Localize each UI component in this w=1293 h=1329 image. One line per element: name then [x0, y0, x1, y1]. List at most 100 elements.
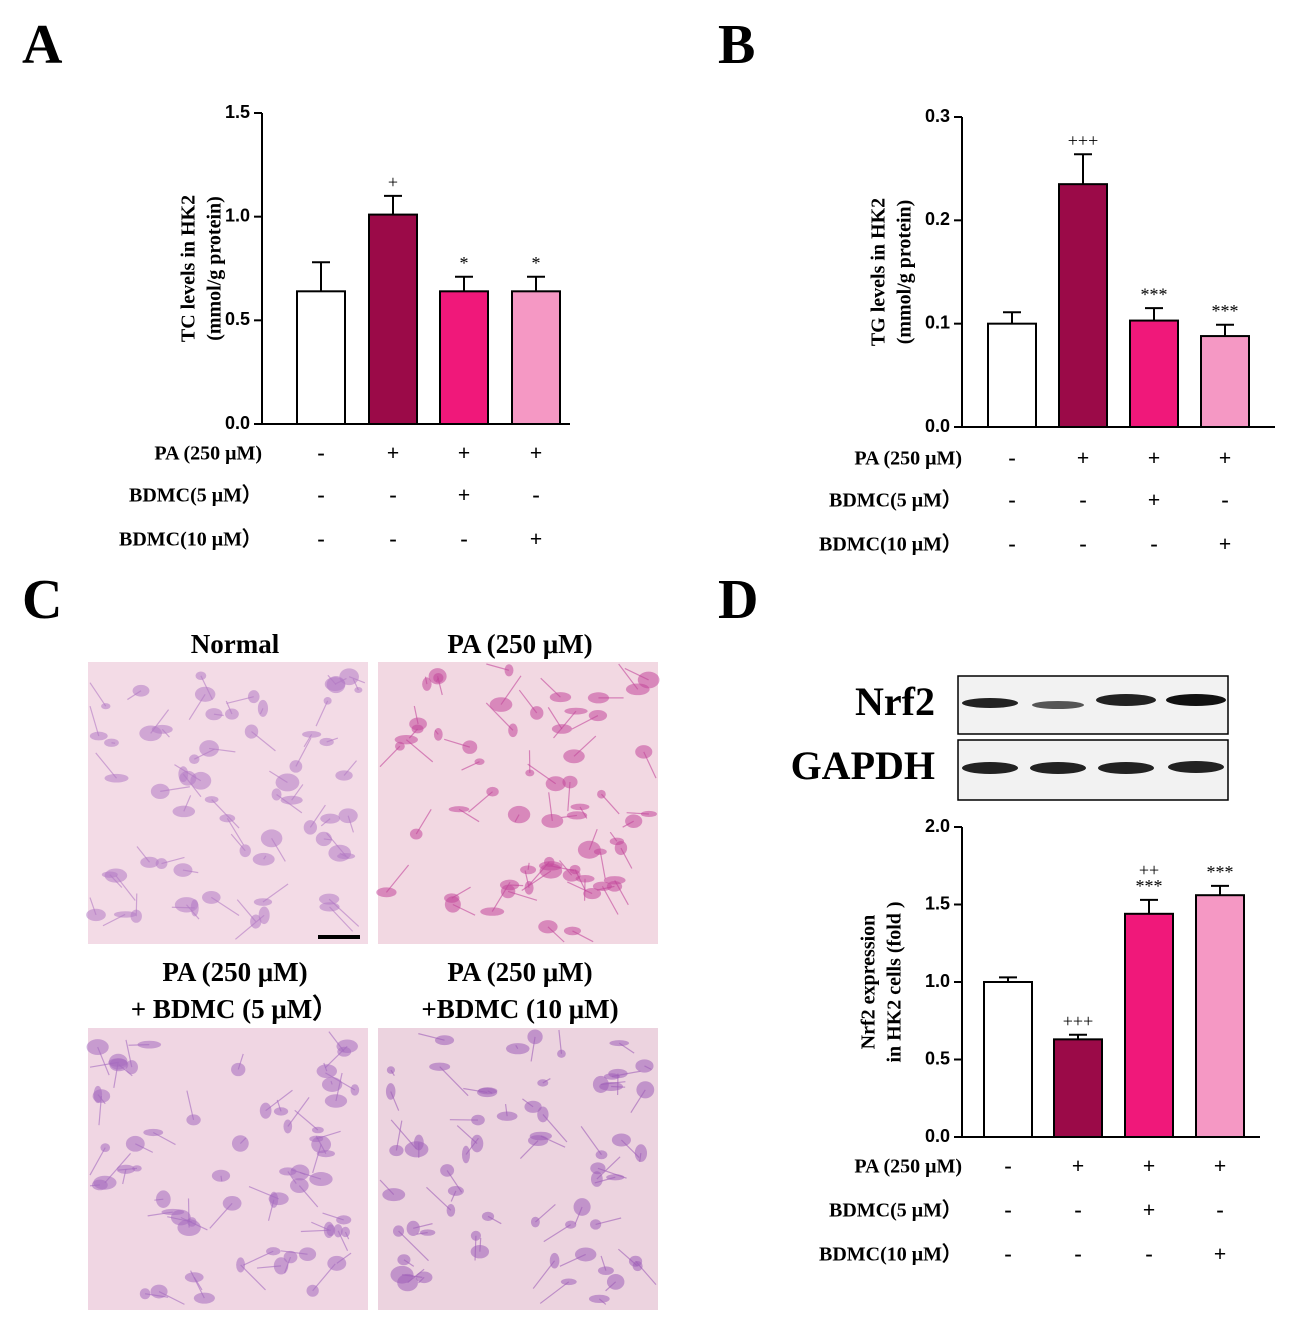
y-tick-label: 1.0 [925, 971, 950, 991]
cell [524, 1100, 542, 1113]
cell [289, 760, 303, 773]
treatment-sign: - [1004, 1197, 1011, 1222]
micrograph-label: +BDMC (10 μM) [421, 994, 618, 1024]
cell [411, 724, 424, 734]
treatment-label: BDMC(10 μM） [119, 528, 262, 551]
cell-process [398, 1230, 429, 1262]
cell [569, 864, 581, 875]
cell [461, 1145, 471, 1164]
bar [1195, 894, 1245, 1139]
cell [609, 1040, 630, 1047]
cell [507, 805, 531, 824]
cell [125, 1060, 138, 1075]
y-tick-label: 0.5 [925, 1048, 950, 1068]
cell [92, 1089, 111, 1103]
bar [1200, 335, 1250, 429]
y-axis-label: TC levels in HK2 [178, 195, 200, 342]
cell-process [240, 1264, 266, 1291]
significance-mark: * [532, 253, 541, 273]
cell [524, 880, 534, 895]
cell-process [294, 1109, 319, 1131]
cell [420, 1229, 436, 1236]
cell [382, 1188, 406, 1202]
cell [275, 773, 300, 792]
cell [640, 810, 657, 818]
treatment-sign: - [1008, 445, 1015, 470]
treatment-sign: + [1214, 1241, 1227, 1266]
cell [386, 1066, 395, 1074]
cell [496, 1111, 518, 1121]
cell [565, 1220, 577, 1229]
treatment-label: BDMC(10 μM） [819, 533, 962, 556]
cell [587, 692, 610, 704]
cell-process [95, 752, 117, 779]
cell [440, 1164, 455, 1177]
treatment-sign: + [1143, 1197, 1156, 1222]
cell [415, 1271, 433, 1284]
treatment-sign: - [1216, 1197, 1223, 1222]
cell [486, 786, 499, 797]
cell [326, 1224, 336, 1237]
cell [186, 1114, 201, 1126]
cell [260, 829, 283, 848]
cell [433, 727, 443, 741]
bar [296, 290, 346, 425]
significance-mark: *** [1141, 284, 1168, 304]
cell [636, 1081, 655, 1099]
cell [155, 858, 168, 869]
cell [606, 881, 623, 892]
cell [173, 863, 193, 877]
cell [130, 909, 142, 923]
cell [91, 1179, 108, 1191]
cell [590, 1171, 603, 1187]
cell [155, 1190, 171, 1208]
treatment-sign: - [389, 526, 396, 551]
cell [628, 1255, 643, 1267]
panel-label: B [718, 14, 755, 76]
cell [259, 1102, 272, 1119]
cell [434, 1035, 455, 1046]
cell [395, 741, 405, 751]
bar [1058, 183, 1108, 428]
cell [283, 1250, 298, 1264]
cell [306, 1284, 319, 1297]
treatment-sign: - [1004, 1241, 1011, 1266]
cell [338, 808, 358, 824]
cell [321, 1077, 343, 1092]
cell [574, 1247, 597, 1262]
cell [447, 1186, 464, 1196]
cell [269, 1191, 279, 1208]
cell [350, 1084, 360, 1096]
treatment-sign: - [1004, 1153, 1011, 1178]
y-axis-label: (mmol/g protein) [894, 200, 916, 345]
cell [104, 868, 128, 883]
cell [354, 686, 363, 694]
cell [562, 775, 578, 789]
cell [573, 1198, 591, 1216]
cell [608, 1068, 628, 1079]
cell [311, 1126, 324, 1134]
cell [588, 1294, 610, 1304]
y-tick-label: 1.5 [925, 893, 950, 913]
cell-process [528, 861, 550, 886]
treatment-sign: + [1148, 445, 1161, 470]
cell [309, 1135, 324, 1143]
cell [474, 758, 485, 765]
cell [448, 806, 470, 813]
cell [172, 805, 196, 818]
cell [302, 731, 322, 738]
cell [525, 769, 535, 777]
blot-band [1032, 701, 1084, 709]
cell [541, 814, 564, 828]
treatment-label: PA (250 μM) [854, 1156, 962, 1178]
blot-band [1096, 694, 1156, 706]
cell [592, 1075, 609, 1093]
cell [537, 1106, 549, 1123]
cell [470, 1230, 481, 1241]
y-tick-label: 0.0 [925, 416, 950, 436]
blot-band [1166, 694, 1226, 706]
significance-mark: ++ [1139, 860, 1159, 880]
cell [444, 896, 461, 913]
cell [530, 1216, 540, 1228]
cell [125, 1135, 145, 1152]
